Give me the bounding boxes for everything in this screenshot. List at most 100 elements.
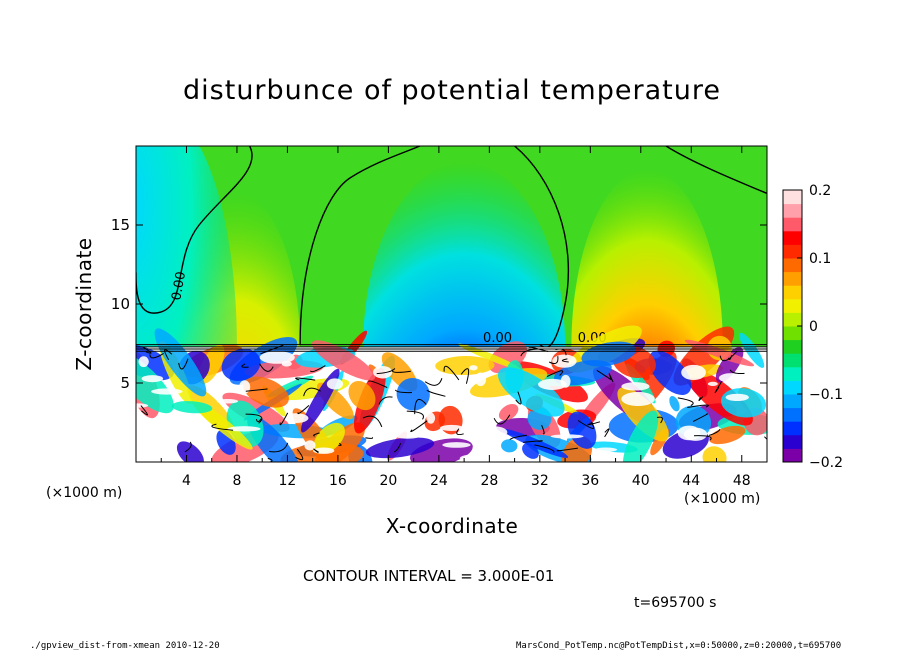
turbulence-blob [435,356,495,376]
colorbar-tick-label: 0.2 [809,183,831,199]
contour-line [424,378,443,386]
time-label: t=695700 s [634,595,717,611]
turbulence-gap [677,425,701,441]
contour-line [548,356,559,364]
turbulence-gap [391,428,424,439]
contour-line [303,387,321,397]
contour-line [149,352,164,359]
contour-line [245,388,268,392]
turbulence-gap [725,393,749,402]
turbulence-gap [136,403,149,408]
contour-line [241,363,249,368]
colorbar-swatch [783,258,802,273]
contour-line [596,369,612,380]
turbulence-blob [458,343,521,370]
contour-line [393,443,402,453]
contour-line [279,412,289,426]
turbulence-gap [718,373,745,383]
x-tick-label: 48 [733,473,751,489]
contour-line [687,404,709,408]
x-unit-left: (×1000 m) [46,485,123,501]
contour-line [391,369,411,373]
colorbar-swatch [783,380,802,395]
turbulence-blob [221,348,261,381]
contour-line [587,421,601,426]
colorbar-tick-label: −0.1 [809,387,843,403]
turbulence-blob [702,446,727,462]
colorbar-swatch [783,190,802,205]
turbulence-blob [497,367,565,417]
x-tick-label: 40 [632,473,650,489]
turbulence-gap [141,375,164,383]
turbulence-gap [419,375,449,380]
contour-line [313,448,319,454]
contour-line [509,434,527,440]
contour-line [426,389,446,397]
turbulence-blob [396,377,430,411]
turbulence-gap [283,413,309,424]
colorbar-swatch [783,217,802,232]
contour-line [260,344,284,355]
colorbar-swatch [783,434,802,449]
colorbar-swatch [783,271,802,286]
colorbar-swatch [783,421,802,436]
turbulence-gap [138,356,149,368]
x-unit-right: (×1000 m) [684,491,761,507]
contour-line [719,351,738,362]
contour-line [164,349,173,360]
colorbar-swatch [783,353,802,368]
colorbar-tick-label: 0 [809,319,818,335]
turbulence-gap [480,426,508,439]
turbulence-blob [501,439,518,453]
turbulence-gap [707,381,718,386]
contour-line [406,410,424,420]
x-tick-label: 36 [581,473,599,489]
turbulence-gap [469,365,478,371]
y-axis-label: Z-coordinate [72,237,96,371]
turbulence-blob [581,341,637,367]
turbulence-gap [152,449,163,457]
turbulence-gap [468,410,480,421]
turbulence-gap [440,424,464,431]
y-tick-label: 5 [120,374,130,392]
contour-line [297,405,310,415]
y-tick-label: 15 [111,216,130,234]
colorbar-swatch [783,312,802,327]
turbulence-gap [168,445,178,453]
turbulence-blob [684,339,755,367]
contour-line [414,398,427,415]
contour-line [729,369,745,375]
contour-line [362,415,383,428]
turbulence-gap [538,378,567,390]
contour-line [376,368,396,375]
turbulence-gap [387,418,420,428]
turbulence-gap [621,382,650,391]
contour-line [299,146,421,346]
turbulence-blob [365,437,435,459]
contour-line [665,146,767,195]
turbulence-blob [348,380,376,411]
contour-line [136,146,253,314]
chart-title: disturbunce of potential temperature [183,75,721,106]
contour-line [460,368,470,384]
colorbar-swatch [783,203,802,218]
contour-line [142,346,152,354]
colorbar-tick-label: −0.2 [809,455,843,471]
x-tick-label: 24 [430,473,448,489]
contour-line [295,377,316,381]
contour-line [259,363,274,372]
contour-line [693,435,712,441]
turbulence-blob [498,404,519,421]
turbulence-gap [373,365,393,379]
x-tick-label: 44 [682,473,700,489]
turbulence-gap [326,378,344,390]
contour-line [677,397,694,406]
turbulence-blob [176,441,204,462]
contour-line [523,440,543,443]
x-axis-label: X-coordinate [385,514,519,538]
colorbar-swatch [783,407,802,422]
x-tick-label: 16 [329,473,347,489]
contour-line [443,365,460,381]
colorbar-swatch [783,326,802,341]
